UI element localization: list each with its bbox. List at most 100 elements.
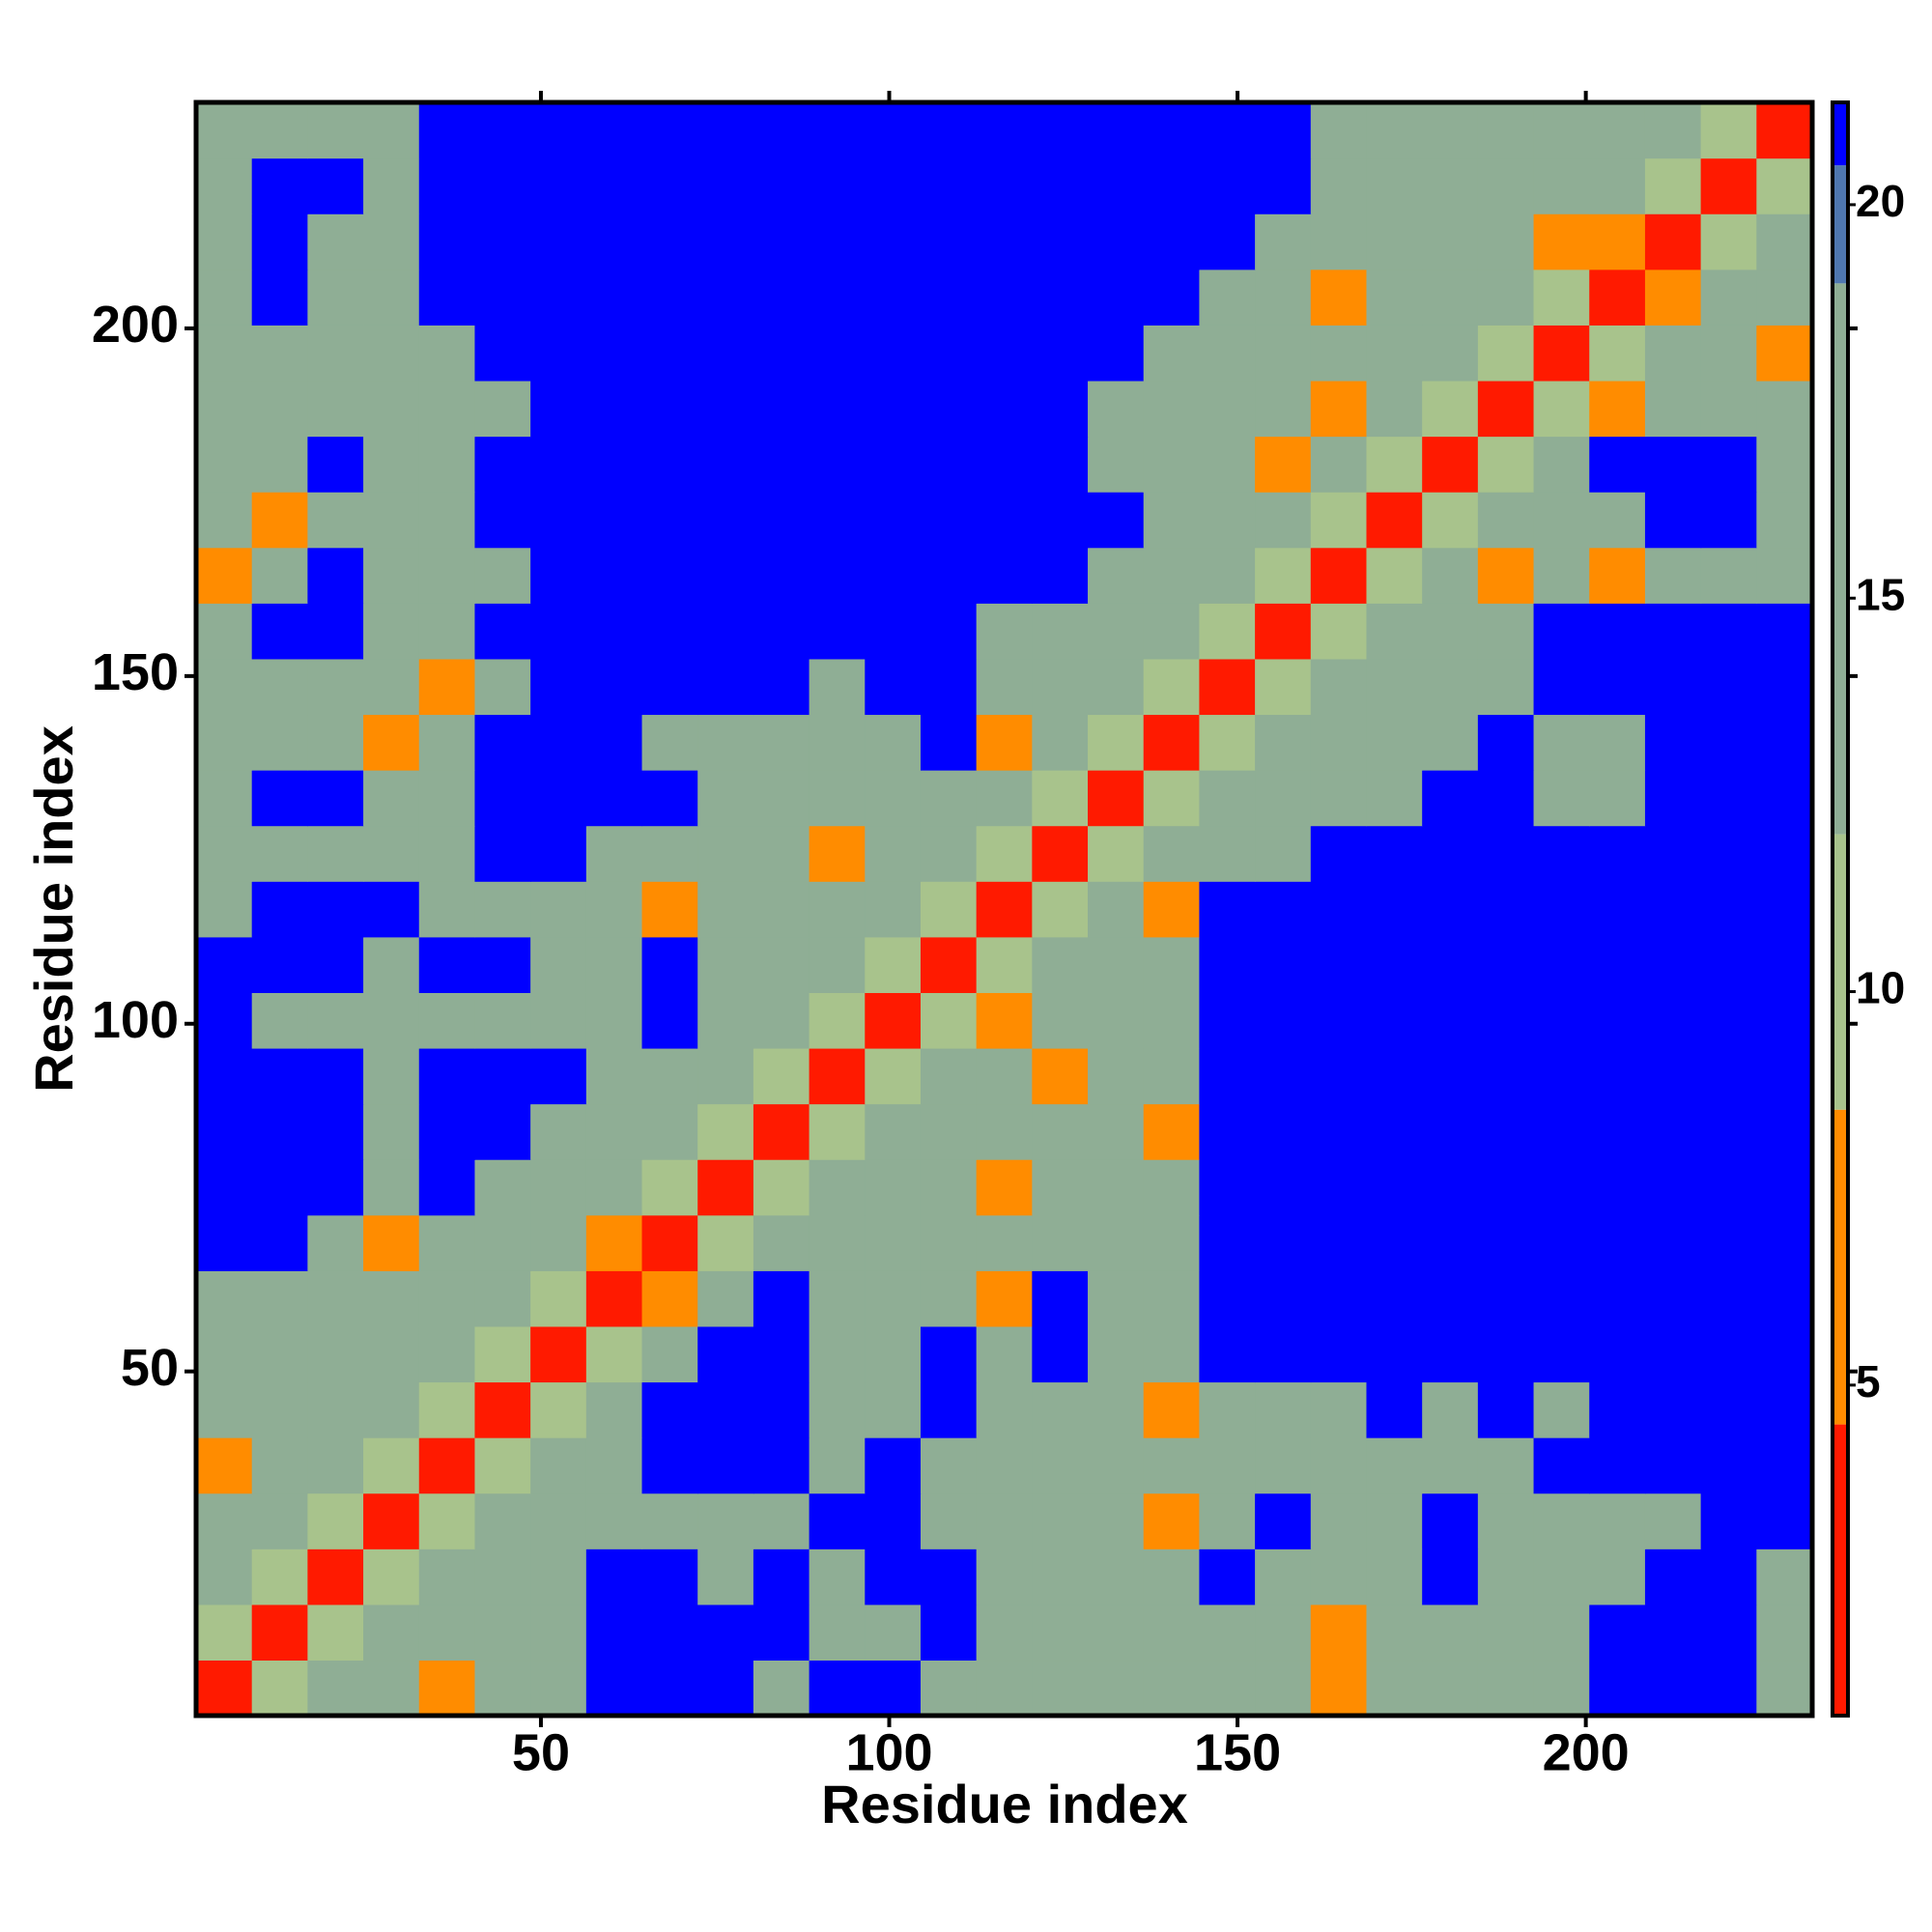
heatmap-cell [1477,1492,1535,1549]
heatmap-cell [1255,825,1312,882]
heatmap-cell [1477,658,1535,716]
heatmap-cell [1589,325,1646,382]
heatmap-cell [1088,1047,1145,1105]
heatmap-cell [1533,1270,1590,1327]
heatmap-cell [474,714,531,771]
heatmap-cell [865,603,922,660]
heatmap-cell [1143,157,1201,214]
heatmap-cell [920,992,978,1049]
heatmap-cell [1422,269,1479,326]
heatmap-cell [418,1492,476,1549]
heatmap-cell [641,1270,698,1327]
heatmap-cell [976,1548,1033,1605]
heatmap-cell [1310,1604,1368,1662]
heatmap-cell [251,714,308,771]
heatmap-cell [251,1437,308,1494]
heatmap-cell [1533,603,1590,660]
heatmap-cell [865,1437,922,1494]
heatmap-cell [1533,102,1590,159]
heatmap-cell [976,492,1033,549]
heatmap-cell [753,714,810,771]
heatmap-cell [641,102,698,159]
heatmap-cell [1700,380,1757,438]
heatmap-cell [1366,936,1423,993]
heatmap-cell [753,547,810,604]
heatmap-cell [196,102,253,159]
heatmap-cell [1199,881,1256,938]
heatmap-cell [1533,1381,1590,1438]
heatmap-cell [1422,1492,1479,1549]
heatmap-cell [1533,1159,1590,1216]
heatmap-cell [1032,825,1089,882]
heatmap-cell [1255,436,1312,493]
heatmap-cell [1199,992,1256,1049]
heatmap-cell [1199,936,1256,993]
heatmap-cell [1644,603,1702,660]
heatmap-cell [1255,992,1312,1049]
heatmap-cell [1143,1492,1201,1549]
heatmap-cell [809,1270,866,1327]
heatmap-cell [1477,992,1535,1049]
heatmap-cell [1199,1437,1256,1494]
heatmap-cell [363,380,420,438]
heatmap-cell [1756,1437,1813,1494]
heatmap-cell [809,547,866,604]
heatmap-cell [1422,547,1479,604]
heatmap-cell [251,1604,308,1662]
heatmap-cell [641,1325,698,1383]
heatmap-cell [1310,1103,1368,1160]
heatmap-cell [363,1047,420,1105]
heatmap-cell [809,1437,866,1494]
heatmap-cell [196,1159,253,1216]
heatmap-cell [1143,325,1201,382]
heatmap-cell [474,770,531,827]
heatmap-cell [641,770,698,827]
heatmap-cell [196,1270,253,1327]
heatmap-cell [1644,547,1702,604]
heatmap-cell [641,1492,698,1549]
heatmap-cell [1644,1103,1702,1160]
heatmap-cell [641,1660,698,1717]
colorbar-segment [1833,1109,1848,1425]
heatmap-cell [1199,380,1256,438]
heatmap-cell [1255,380,1312,438]
heatmap-cell [1255,1437,1312,1494]
heatmap-cell [1533,714,1590,771]
heatmap-cell [363,825,420,882]
heatmap-cell [585,714,643,771]
heatmap-cell [1088,1103,1145,1160]
heatmap-cell [1032,1159,1089,1216]
heatmap-cell [809,380,866,438]
heatmap-cell [307,1492,364,1549]
heatmap-cell [1589,1604,1646,1662]
heatmap-cell [251,157,308,214]
heatmap-cell [474,1325,531,1383]
heatmap-cell [196,1103,253,1160]
heatmap-cell [251,658,308,716]
heatmap-cell [363,436,420,493]
heatmap-cell [196,936,253,993]
heatmap-cell [697,770,754,827]
heatmap-cell [363,1437,420,1494]
heatmap-cell [1533,1437,1590,1494]
heatmap-cell [1310,213,1368,270]
heatmap-cell [1700,213,1757,270]
heatmap-cell [196,436,253,493]
heatmap-cell [920,1437,978,1494]
heatmap-cell [530,992,587,1049]
heatmap-cell [1199,1660,1256,1717]
heatmap-cell [753,658,810,716]
heatmap-cell [363,492,420,549]
heatmap-cell [641,825,698,882]
heatmap-cell [1143,1381,1201,1438]
heatmap-cell [363,1381,420,1438]
heatmap-cell [1143,825,1201,882]
heatmap-cell [307,658,364,716]
heatmap-cell [1700,825,1757,882]
heatmap-cell [585,1548,643,1605]
heatmap-cell [865,770,922,827]
heatmap-cell [1255,269,1312,326]
heatmap-cell [753,1437,810,1494]
heatmap-cell [1088,380,1145,438]
heatmap-cell [1032,1604,1089,1662]
